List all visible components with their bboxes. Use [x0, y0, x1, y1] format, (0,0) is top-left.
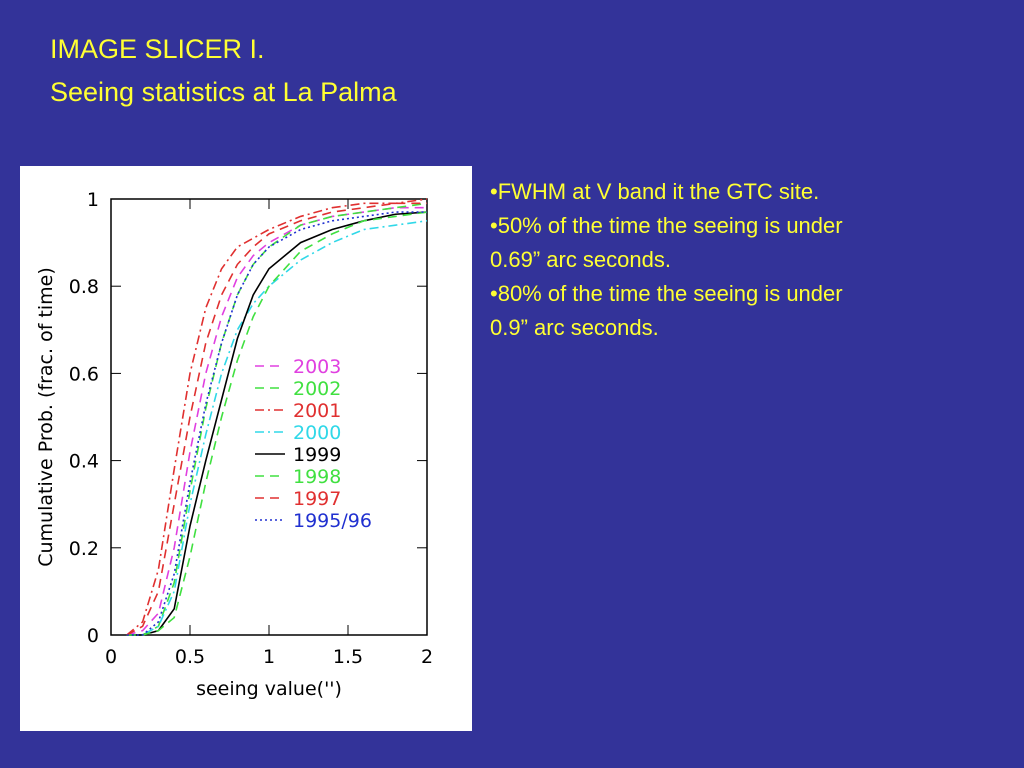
legend-label: 2003 [293, 356, 341, 378]
y-tick-label: 0.2 [69, 538, 99, 560]
series-line [126, 220, 428, 636]
y-tick-label: 0.6 [69, 363, 99, 385]
bullet-text: 0.69” arc seconds. [490, 247, 671, 272]
y-tick-label: 0.4 [69, 451, 99, 473]
series-line [126, 211, 428, 636]
legend-label: 1995/96 [293, 510, 372, 532]
legend-label: 1998 [293, 466, 341, 488]
legend-label: 2000 [293, 422, 341, 444]
slide-title: Seeing statistics at La Palma [50, 77, 398, 107]
y-tick-label: 0 [87, 625, 99, 647]
x-axis-label: seeing value('') [196, 678, 342, 700]
bullet-text: •80% of the time the seeing is under [490, 281, 843, 306]
legend-label: 2001 [293, 400, 341, 422]
x-tick-label: 2 [421, 646, 433, 668]
x-tick-label: 1 [263, 646, 275, 668]
series-line [126, 202, 427, 636]
y-axis-label: Cumulative Prob. (frac. of time) [35, 267, 57, 567]
legend-label: 1999 [293, 444, 341, 466]
x-tick-label: 0 [105, 646, 117, 668]
legend-label: 2002 [293, 378, 341, 400]
bullet-text: •50% of the time the seeing is under [490, 213, 843, 238]
slide-title: IMAGE SLICER I. [50, 34, 265, 64]
x-tick-label: 0.5 [175, 646, 205, 668]
y-tick-label: 1 [87, 189, 99, 211]
y-tick-label: 0.8 [69, 276, 99, 298]
series-line [126, 198, 428, 636]
chart-panel [20, 166, 472, 731]
bullet-text: •FWHM at V band it the GTC site. [490, 179, 819, 204]
bullet-text: 0.9” arc seconds. [490, 315, 659, 340]
series-line [126, 211, 428, 636]
series-line [126, 211, 427, 636]
series-line [126, 202, 428, 636]
legend-label: 1997 [293, 488, 341, 510]
series-line [126, 206, 427, 636]
x-tick-label: 1.5 [333, 646, 363, 668]
